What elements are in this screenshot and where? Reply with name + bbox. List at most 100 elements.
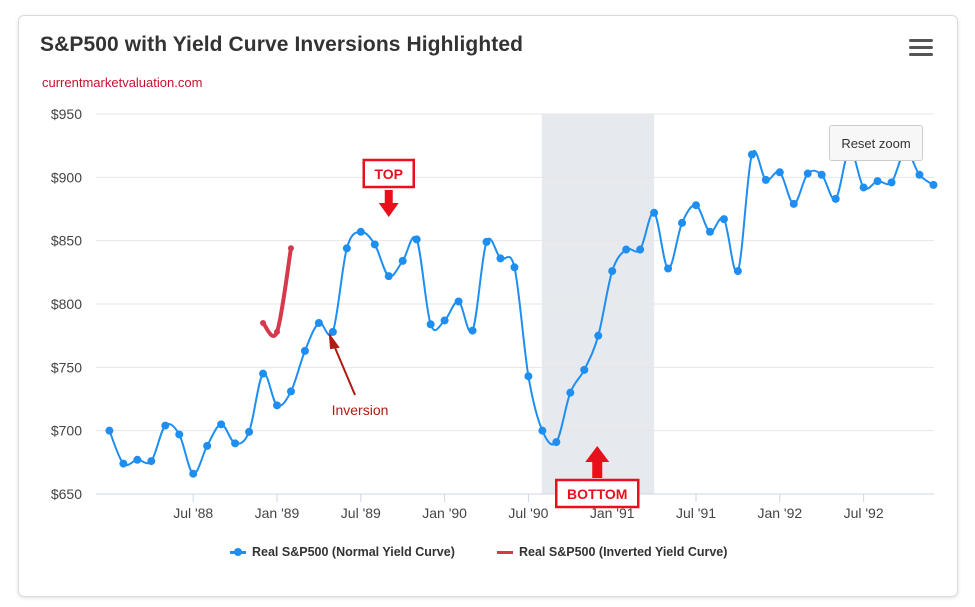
data-point-normal[interactable] (747, 150, 756, 159)
data-point-normal[interactable] (175, 430, 184, 439)
data-point-normal[interactable] (524, 372, 533, 381)
x-tick-label: Jul '89 (341, 505, 381, 521)
data-point-normal[interactable] (161, 421, 170, 430)
legend-swatch-normal (230, 548, 246, 557)
data-point-normal[interactable] (147, 457, 156, 466)
series-line-normal-yield-curve[interactable] (108, 148, 935, 475)
data-point-normal[interactable] (803, 169, 812, 178)
data-point-normal[interactable] (133, 455, 142, 464)
data-point-normal[interactable] (664, 264, 673, 273)
annotation-inversion-arrow-head (328, 332, 340, 350)
data-point-normal[interactable] (761, 175, 770, 184)
data-point-normal[interactable] (887, 178, 896, 187)
data-point-normal[interactable] (580, 365, 589, 374)
data-point-normal[interactable] (594, 331, 603, 340)
legend-item-inverted-yield-curve[interactable]: Real S&P500 (Inverted Yield Curve) (497, 545, 727, 559)
legend-label-inverted: Real S&P500 (Inverted Yield Curve) (519, 545, 728, 559)
chart-subtitle-source[interactable]: currentmarketvaluation.com (42, 75, 203, 90)
data-point-normal[interactable] (482, 237, 491, 246)
data-point-normal[interactable] (105, 426, 114, 435)
data-point-normal[interactable] (286, 387, 295, 396)
data-point-normal[interactable] (370, 240, 379, 249)
x-tick-label: Jan '90 (422, 505, 467, 521)
data-point-normal[interactable] (245, 427, 254, 436)
data-point-normal[interactable] (342, 244, 351, 253)
x-tick-label: Jan '89 (255, 505, 300, 521)
y-tick-label: $800 (51, 296, 82, 312)
data-point-normal[interactable] (678, 218, 687, 227)
x-tick-label: Jul '91 (676, 505, 716, 521)
data-point-inverted[interactable] (287, 245, 294, 252)
data-point-normal[interactable] (231, 439, 240, 448)
x-tick-label: Jul '92 (844, 505, 884, 521)
y-tick-label: $750 (51, 359, 82, 375)
annotation-bottom-box (554, 478, 640, 509)
data-point-normal[interactable] (328, 327, 337, 336)
series-line-inverted-yield-curve[interactable] (261, 246, 293, 338)
data-point-normal[interactable] (719, 215, 728, 224)
chart-card (18, 15, 958, 597)
annotation-bottom-label: BOTTOM (567, 486, 627, 502)
data-point-normal[interactable] (817, 170, 826, 179)
annotation-top-label: TOP (374, 166, 403, 182)
data-point-normal[interactable] (510, 263, 519, 272)
y-tick-label: $650 (51, 486, 82, 502)
data-point-normal[interactable] (119, 459, 128, 468)
data-point-inverted[interactable] (260, 320, 267, 326)
legend-label-normal: Real S&P500 (Normal Yield Curve) (252, 545, 455, 559)
annotation-top-box (362, 158, 415, 189)
data-point-normal[interactable] (356, 227, 365, 236)
data-point-normal[interactable] (859, 183, 868, 192)
data-point-normal[interactable] (189, 469, 198, 478)
data-point-normal[interactable] (314, 319, 323, 327)
data-point-normal[interactable] (384, 272, 393, 281)
annotation-inversion-label: Inversion (332, 402, 389, 418)
legend-item-normal-yield-curve[interactable]: Real S&P500 (Normal Yield Curve) (230, 545, 455, 559)
data-point-normal[interactable] (440, 316, 449, 325)
data-point-normal[interactable] (259, 369, 268, 378)
data-point-inverted[interactable] (274, 328, 281, 335)
y-tick-label: $900 (51, 169, 82, 185)
data-point-normal[interactable] (650, 208, 659, 217)
data-point-normal[interactable] (636, 245, 645, 254)
data-point-normal[interactable] (412, 235, 421, 244)
data-point-normal[interactable] (217, 420, 226, 429)
data-point-normal[interactable] (552, 438, 561, 447)
chart-title: S&P500 with Yield Curve Inversions Highl… (40, 33, 524, 56)
data-point-normal[interactable] (622, 245, 631, 254)
data-point-normal[interactable] (454, 297, 463, 306)
x-tick-label: Jan '92 (757, 505, 802, 521)
data-point-normal[interactable] (468, 326, 477, 335)
data-point-normal[interactable] (273, 401, 282, 410)
data-point-normal[interactable] (496, 254, 505, 263)
data-point-normal[interactable] (398, 256, 407, 265)
data-point-normal[interactable] (426, 320, 435, 329)
data-point-normal[interactable] (538, 426, 547, 435)
legend-swatch-inverted (497, 551, 513, 555)
x-tick-label: Jul '90 (508, 505, 548, 521)
data-point-normal[interactable] (300, 346, 309, 355)
x-tick-label: Jan '91 (590, 505, 635, 521)
y-tick-label: $850 (51, 233, 82, 249)
hamburger-menu-icon[interactable] (909, 39, 933, 59)
data-point-normal[interactable] (873, 177, 882, 186)
data-point-normal[interactable] (915, 170, 924, 179)
reset-zoom-button[interactable]: Reset zoom (829, 125, 923, 161)
y-tick-label: $700 (51, 423, 82, 439)
data-point-normal[interactable] (203, 441, 212, 450)
data-point-normal[interactable] (692, 201, 701, 210)
data-point-normal[interactable] (775, 168, 784, 177)
data-point-normal[interactable] (831, 194, 840, 203)
data-point-normal[interactable] (789, 199, 798, 208)
data-point-normal[interactable] (733, 267, 742, 276)
annotation-bottom-arrow (585, 446, 610, 478)
y-tick-label: $950 (51, 106, 82, 122)
data-point-normal[interactable] (566, 388, 575, 397)
data-point-normal[interactable] (929, 180, 938, 189)
annotation-inversion-arrow-line (332, 342, 356, 396)
x-tick-label: Jul '88 (173, 505, 213, 521)
data-point-normal[interactable] (705, 227, 714, 236)
data-point-normal[interactable] (608, 267, 617, 276)
annotation-top-arrow (378, 190, 399, 217)
